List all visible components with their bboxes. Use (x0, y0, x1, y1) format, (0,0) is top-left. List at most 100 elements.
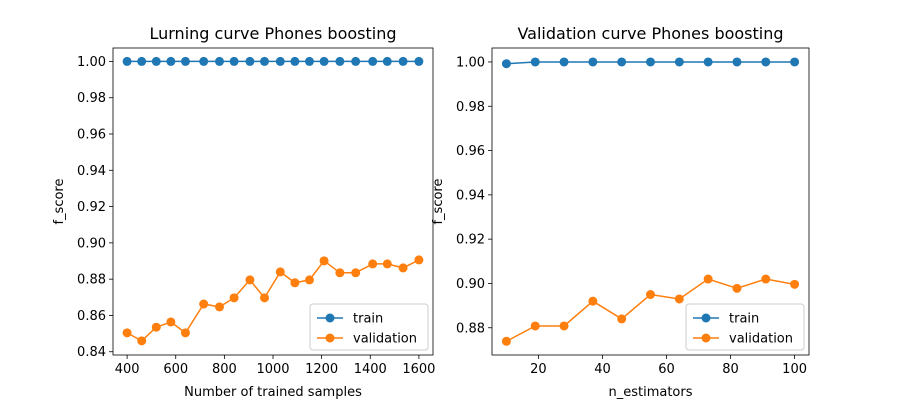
data-point-train (180, 56, 190, 66)
y-tick-label: 0.84 (77, 345, 106, 360)
data-point-train (398, 56, 408, 66)
legend-marker-validation (325, 333, 335, 343)
data-point-train (559, 57, 569, 67)
x-tick-label: 1200 (305, 362, 338, 377)
data-point-train (199, 56, 209, 66)
data-point-train (382, 56, 392, 66)
data-point-validation (199, 299, 209, 309)
data-point-validation (559, 321, 569, 331)
data-point-validation (319, 256, 329, 266)
data-point-validation (304, 275, 314, 285)
data-point-validation (501, 336, 511, 346)
y-tick-label: 0.88 (456, 321, 485, 336)
data-point-train (290, 56, 300, 66)
data-point-validation (761, 274, 771, 284)
data-point-train (166, 56, 176, 66)
x-tick-label: 40 (594, 362, 611, 377)
data-point-validation (398, 263, 408, 273)
y-tick-label: 0.96 (77, 128, 106, 143)
x-tick-label: 800 (212, 362, 237, 377)
y-tick-label: 0.86 (77, 309, 106, 324)
data-point-validation (382, 259, 392, 269)
x-tick-label: 80 (722, 362, 739, 377)
y-tick-label: 0.98 (456, 100, 485, 115)
data-point-train (122, 56, 132, 66)
axes-frame (112, 47, 434, 356)
y-axis-label: f_score (431, 178, 446, 224)
y-tick-label: 1.00 (456, 55, 485, 70)
y-axis-label: f_score (52, 178, 67, 224)
y-tick-label: 0.94 (77, 164, 106, 179)
data-point-validation (646, 290, 655, 300)
legend-label-validation: validation (729, 332, 793, 347)
y-tick-label: 0.92 (456, 233, 485, 248)
data-point-validation (588, 296, 598, 306)
data-point-train (790, 57, 800, 67)
x-tick-label: 1000 (256, 362, 289, 377)
data-point-train (414, 56, 424, 66)
data-point-train (137, 56, 147, 66)
y-tick-label: 0.98 (77, 91, 106, 106)
data-point-validation (290, 278, 300, 288)
data-point-validation (530, 321, 540, 331)
data-point-validation (368, 259, 378, 269)
data-point-train (368, 56, 378, 66)
learning-curve-panel: 400 600 800 1000 1200 1400 1600 0.84 0.86 0.88 0.9… (52, 24, 435, 400)
data-point-validation (180, 328, 190, 338)
data-point-train (351, 56, 361, 66)
data-point-train (215, 56, 225, 66)
data-point-validation (137, 336, 147, 346)
legend-label-train: train (353, 312, 383, 327)
data-point-train (245, 56, 255, 66)
chart-title: Validation curve Phones boosting (517, 24, 783, 43)
y-tick-label: 0.88 (77, 273, 106, 288)
data-point-validation (674, 294, 684, 304)
data-point-validation (414, 255, 424, 265)
data-point-train (229, 56, 239, 66)
data-point-train (617, 57, 627, 67)
data-point-train (761, 57, 771, 67)
data-point-validation (245, 275, 255, 285)
data-point-train (319, 56, 329, 66)
x-tick-label: 100 (782, 362, 807, 377)
data-point-train (646, 57, 655, 67)
data-point-train (530, 57, 540, 67)
x-axis-label: n_estimators (608, 385, 692, 400)
data-point-validation (229, 293, 239, 303)
data-point-validation (790, 279, 800, 289)
data-point-train (674, 57, 684, 67)
data-point-train (732, 57, 742, 67)
axes-frame (491, 47, 810, 356)
x-tick-label: 1600 (402, 362, 435, 377)
legend-marker-validation (701, 333, 711, 343)
y-tick-label: 0.90 (77, 236, 106, 251)
legend-label-validation: validation (353, 332, 417, 347)
y-tick-label: 1.00 (77, 55, 106, 70)
y-tick-label: 0.90 (456, 277, 485, 292)
data-point-train (501, 59, 511, 69)
data-point-validation (335, 268, 345, 278)
y-tick-label: 0.92 (77, 200, 106, 215)
chart-title: Lurning curve Phones boosting (149, 24, 396, 43)
legend-marker-train (701, 313, 711, 323)
data-point-validation (259, 293, 269, 303)
validation-curve-panel: 20 40 60 80 100 0.88 0.90 0.92 0.94 0.96 0.98 1.00 V… (431, 24, 810, 400)
data-point-validation (151, 322, 161, 332)
data-point-train (259, 56, 269, 66)
x-tick-label: 400 (115, 362, 140, 377)
data-point-validation (122, 328, 132, 338)
x-tick-label: 20 (530, 362, 547, 377)
x-axis-label: Number of trained samples (184, 385, 362, 400)
legend-label-train: train (729, 312, 759, 327)
data-point-validation (275, 267, 285, 277)
data-point-validation (351, 268, 361, 278)
data-point-train (703, 57, 713, 67)
y-tick-label: 0.96 (456, 144, 485, 159)
data-point-train (275, 56, 285, 66)
data-point-train (335, 56, 345, 66)
data-point-train (151, 56, 161, 66)
x-tick-label: 60 (658, 362, 675, 377)
data-point-validation (215, 302, 225, 312)
data-point-validation (703, 274, 713, 284)
